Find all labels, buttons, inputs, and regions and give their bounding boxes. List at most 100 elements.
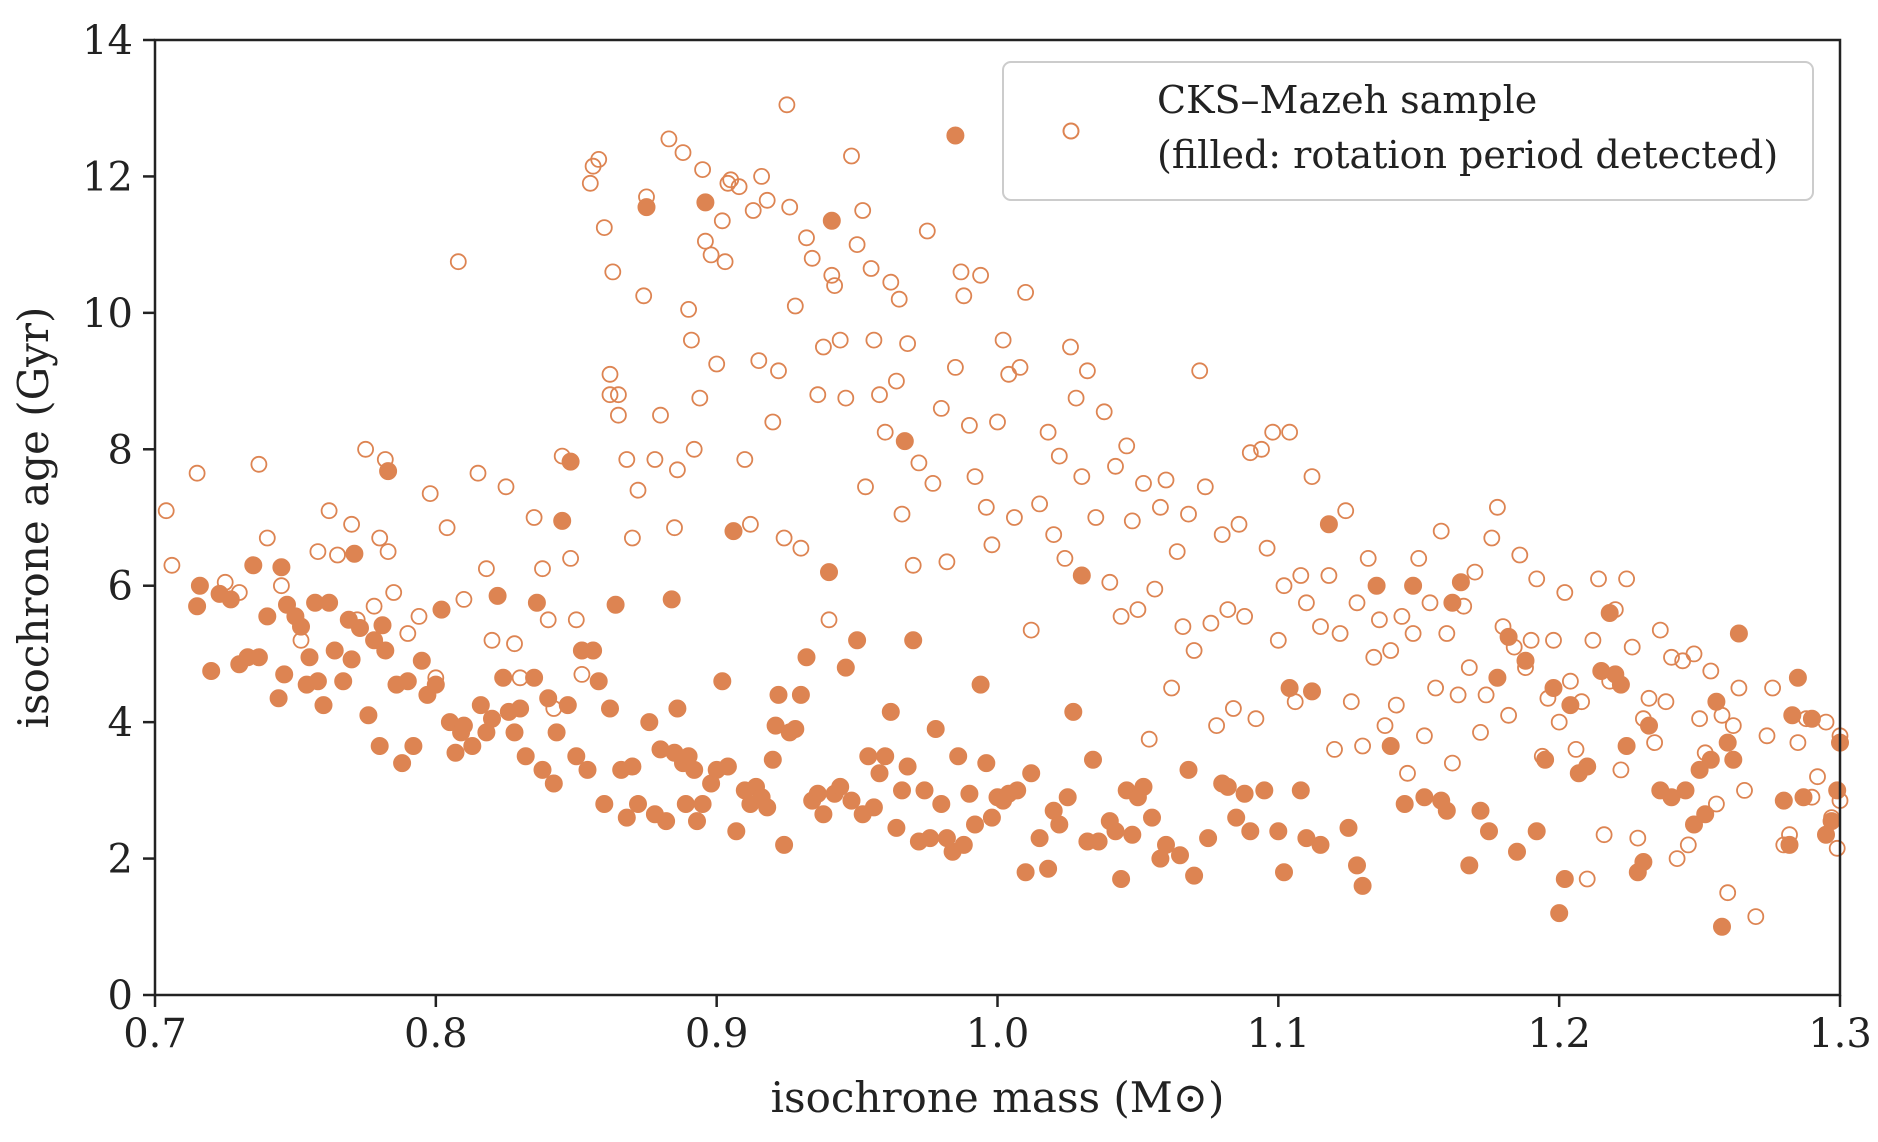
open-point-207	[1477, 686, 1495, 704]
open-point-157	[1191, 362, 1209, 380]
open-point-128	[1017, 283, 1034, 301]
open-point-93	[826, 277, 843, 295]
open-point-70	[716, 253, 734, 271]
filled-point-219	[1600, 604, 1619, 622]
open-point-65	[694, 161, 711, 179]
filled-point-161	[1084, 750, 1102, 769]
filled-point-206	[1488, 668, 1507, 687]
open-point-239	[1657, 693, 1675, 711]
filled-point-123	[864, 798, 883, 817]
open-point-136	[1067, 389, 1085, 407]
open-point-263	[1817, 713, 1835, 731]
open-point-254	[1747, 908, 1765, 925]
filled-point-196	[1395, 795, 1414, 813]
open-point-216	[1528, 570, 1546, 588]
filled-point-179	[1227, 808, 1246, 827]
open-point-2	[188, 464, 206, 482]
filled-point-208	[1508, 842, 1526, 861]
open-point-142	[1107, 457, 1124, 475]
open-point-234	[1629, 829, 1647, 847]
filled-point-74	[617, 808, 636, 827]
open-point-121	[977, 498, 995, 516]
filled-point-189	[1311, 835, 1330, 854]
filled-point-70	[595, 795, 614, 813]
open-point-15	[365, 597, 383, 615]
filled-point-8	[249, 648, 268, 667]
filled-point-143	[966, 815, 984, 834]
open-point-231	[1612, 761, 1630, 779]
open-point-7	[272, 577, 290, 595]
open-point-208	[1483, 529, 1501, 547]
open-point-47	[604, 263, 622, 281]
open-point-53	[635, 287, 653, 305]
open-point-223	[1567, 741, 1585, 758]
filled-point-245	[1822, 812, 1841, 831]
legend-marker	[1062, 122, 1080, 140]
open-point-0	[157, 502, 175, 520]
open-point-97	[848, 236, 866, 254]
open-point-183	[1342, 693, 1360, 711]
filled-point-207	[1499, 627, 1518, 646]
filled-point-151	[1016, 863, 1035, 882]
open-point-236	[1640, 689, 1658, 707]
open-point-149	[1146, 580, 1164, 598]
open-point-102	[871, 386, 888, 404]
open-point-173	[1281, 423, 1298, 441]
filled-point-17	[300, 648, 319, 667]
x-axis-ticks: 0.7 0.8 0.9 1.0 1.1 1.2 1.3	[123, 995, 1872, 1057]
filled-point-165	[1112, 870, 1131, 888]
open-point-49	[610, 406, 627, 424]
open-point-255	[1758, 727, 1776, 745]
filled-point-1	[190, 576, 209, 595]
open-point-243	[1679, 836, 1697, 854]
open-point-90	[815, 338, 832, 356]
open-point-96	[843, 147, 860, 165]
open-point-19	[385, 584, 403, 601]
filled-point-142	[960, 784, 979, 803]
open-point-194	[1404, 625, 1422, 642]
open-point-188	[1371, 611, 1388, 629]
open-point-134	[1056, 550, 1074, 567]
filled-point-127	[887, 818, 906, 837]
filled-point-141	[954, 835, 973, 854]
filled-point-210	[1527, 822, 1546, 841]
open-point-245	[1691, 710, 1708, 728]
open-point-253	[1736, 782, 1753, 799]
open-point-91	[820, 611, 838, 629]
open-point-248	[1708, 795, 1725, 813]
open-point-83	[778, 96, 796, 114]
open-point-50	[618, 451, 636, 468]
filled-point-19	[308, 672, 327, 691]
filled-point-10	[269, 689, 288, 708]
open-point-5	[250, 455, 268, 473]
filled-point-214	[1555, 870, 1574, 888]
open-point-118	[961, 416, 978, 434]
filled-point-15	[292, 617, 310, 636]
filled-point-109	[791, 685, 810, 704]
filled-point-51	[494, 668, 513, 687]
open-point-159	[1202, 614, 1220, 632]
open-point-73	[730, 178, 748, 196]
open-point-187	[1365, 648, 1383, 666]
open-point-170	[1264, 423, 1282, 441]
open-point-57	[660, 130, 678, 148]
filled-point-9	[258, 607, 277, 626]
filled-point-240	[1783, 706, 1802, 725]
open-point-59	[669, 461, 686, 479]
open-point-206	[1472, 724, 1489, 741]
filled-point-65	[567, 747, 586, 766]
filled-point-130	[898, 757, 917, 776]
open-point-10	[320, 502, 338, 520]
open-point-222	[1562, 672, 1579, 690]
filled-point-178	[1218, 777, 1237, 796]
open-point-145	[1123, 512, 1141, 530]
x-tick-label-4: 1.1	[1247, 1011, 1311, 1057]
filled-point-182	[1255, 781, 1274, 800]
filled-point-110	[797, 648, 816, 667]
filled-point-209	[1516, 651, 1535, 670]
filled-point-11	[272, 558, 291, 577]
open-point-226	[1584, 631, 1602, 649]
filled-point-197	[1404, 576, 1423, 595]
filled-point-131	[904, 631, 923, 650]
